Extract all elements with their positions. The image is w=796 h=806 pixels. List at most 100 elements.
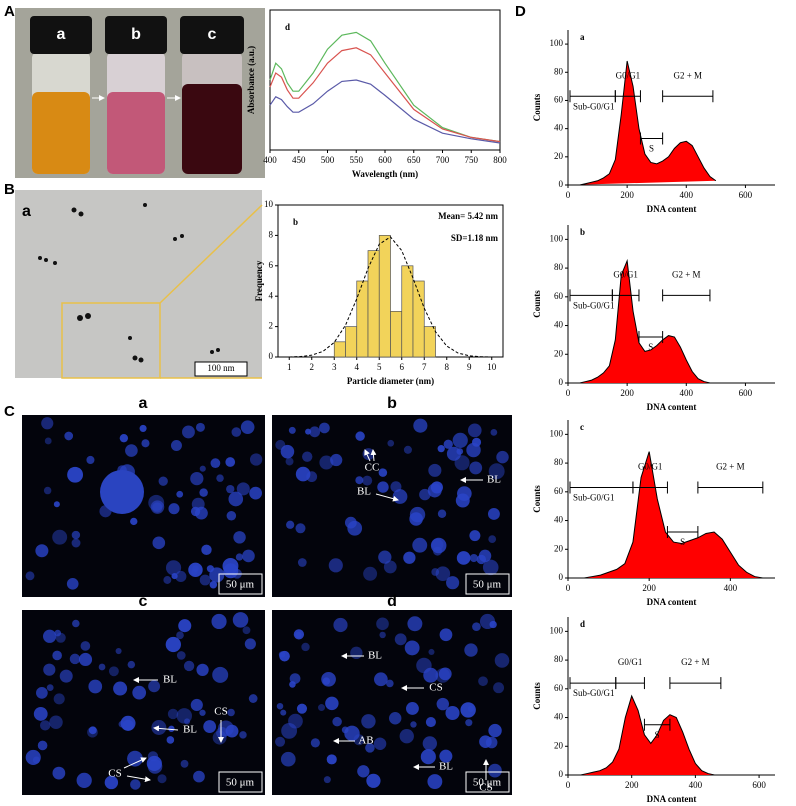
annotation: BL: [439, 761, 453, 773]
cell: [157, 774, 167, 784]
cell: [301, 642, 310, 652]
liquid: [107, 92, 165, 174]
chart-label: d: [285, 22, 290, 32]
liquid: [182, 84, 242, 174]
cell: [212, 666, 229, 683]
cell: [76, 772, 92, 788]
cell: [37, 740, 48, 751]
cell: [489, 620, 497, 629]
cell: [430, 481, 443, 494]
cell: [201, 544, 212, 555]
y-tick-label: 80: [554, 457, 564, 467]
y-tick-label: 100: [550, 38, 564, 48]
y-tick-label: 80: [554, 654, 564, 664]
cell: [275, 736, 286, 747]
cell: [35, 544, 49, 558]
liquid: [32, 92, 90, 174]
panel-sublabel: b: [387, 395, 397, 412]
cell: [236, 482, 250, 496]
cell: [225, 457, 236, 467]
scale-label: 50 μm: [226, 579, 255, 591]
cell: [439, 628, 453, 642]
cell: [469, 461, 483, 475]
annotation: CS: [479, 782, 492, 794]
x-tick-label: 4: [355, 362, 360, 372]
annotation: CC: [365, 462, 380, 474]
cell: [373, 672, 388, 687]
cell: [203, 720, 217, 733]
x-tick-label: 400: [263, 155, 277, 165]
cell: [71, 538, 81, 548]
cell: [191, 497, 205, 511]
cell: [494, 653, 510, 668]
cell: [209, 580, 218, 589]
hist-bar: [333, 341, 346, 358]
annotation: AB: [358, 735, 373, 747]
cell: [141, 439, 150, 448]
y-tick-label: 80: [554, 262, 564, 272]
cell: [52, 766, 66, 780]
cell: [146, 755, 162, 772]
x-tick-label: 8: [445, 362, 450, 372]
cell: [39, 720, 51, 731]
cell: [108, 666, 119, 677]
chart-label: d: [580, 619, 585, 629]
cell: [478, 676, 488, 687]
cell: [152, 536, 166, 550]
y-axis-label: Frequency: [254, 260, 264, 301]
cell: [394, 633, 407, 646]
cell: [193, 770, 205, 783]
cell: [188, 562, 203, 578]
cell: [225, 724, 239, 738]
x-tick-label: 800: [493, 155, 507, 165]
scale-box: [218, 771, 263, 793]
arrow: [370, 449, 377, 462]
gate-label: G0/G1: [613, 269, 638, 279]
y-tick-label: 6: [269, 260, 274, 270]
cell: [196, 663, 209, 677]
panel-label: C: [4, 403, 15, 420]
cap: [180, 16, 244, 54]
cell: [280, 709, 287, 716]
cell: [286, 520, 295, 529]
cell: [25, 749, 41, 765]
cell: [326, 754, 337, 765]
cell: [446, 446, 462, 461]
cell: [64, 431, 74, 441]
x-tick-label: 200: [620, 388, 634, 398]
panel-label: A: [4, 3, 15, 20]
gate-label: G2 + M: [673, 70, 702, 80]
chart-label: b: [293, 217, 298, 227]
x-axis-label: Particle diameter (nm): [347, 376, 434, 386]
cell: [184, 718, 191, 725]
x-tick-label: 0: [566, 190, 571, 200]
cell: [464, 643, 478, 657]
cell: [199, 709, 206, 716]
cell: [66, 577, 79, 590]
series-line: [269, 47, 501, 143]
cell: [404, 640, 420, 656]
cell: [388, 712, 402, 725]
cell: [43, 486, 52, 495]
cell: [436, 697, 449, 711]
cell: [53, 693, 65, 705]
cell: [279, 650, 290, 662]
cell: [52, 650, 62, 661]
cell: [328, 558, 343, 573]
cell: [280, 751, 296, 767]
cell: [54, 629, 62, 637]
y-tick-label: 60: [554, 95, 564, 105]
annotation: BL: [183, 724, 197, 736]
cell: [72, 619, 80, 628]
cell: [469, 553, 478, 563]
cell: [288, 426, 296, 434]
cell: [239, 731, 247, 739]
cell: [297, 558, 307, 567]
cell: [373, 737, 387, 751]
scale-label: 50 μm: [473, 777, 502, 789]
x-tick-label: 600: [739, 190, 753, 200]
cell: [293, 629, 305, 640]
cell: [46, 684, 54, 692]
cell: [355, 476, 364, 485]
